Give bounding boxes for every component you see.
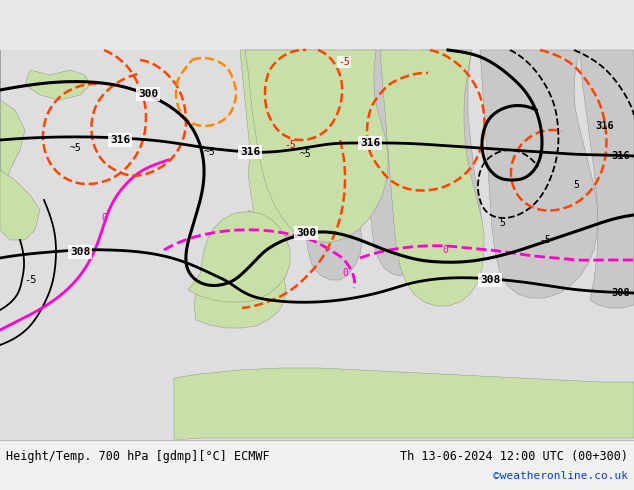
Text: 5: 5 bbox=[499, 218, 505, 228]
Text: 316: 316 bbox=[611, 151, 630, 161]
Text: -5: -5 bbox=[338, 57, 350, 67]
Polygon shape bbox=[194, 252, 286, 328]
Bar bbox=[0, 50, 634, 440]
Text: Height/Temp. 700 hPa [gdmp][°C] ECMWF: Height/Temp. 700 hPa [gdmp][°C] ECMWF bbox=[6, 449, 269, 463]
Text: 300: 300 bbox=[138, 89, 158, 99]
Text: 316: 316 bbox=[595, 121, 614, 131]
Text: ~5: ~5 bbox=[299, 149, 311, 159]
Polygon shape bbox=[25, 70, 90, 100]
Text: 0: 0 bbox=[101, 213, 107, 223]
Text: 308: 308 bbox=[70, 247, 90, 257]
Text: 316: 316 bbox=[240, 147, 260, 157]
Text: -5: -5 bbox=[23, 275, 36, 285]
Text: 5: 5 bbox=[573, 180, 579, 190]
Polygon shape bbox=[420, 50, 482, 280]
Polygon shape bbox=[480, 50, 598, 298]
Text: -5: -5 bbox=[539, 235, 551, 245]
Polygon shape bbox=[580, 50, 634, 308]
Polygon shape bbox=[245, 50, 388, 242]
Text: Th 13-06-2024 12:00 UTC (00+300): Th 13-06-2024 12:00 UTC (00+300) bbox=[400, 449, 628, 463]
Polygon shape bbox=[380, 50, 484, 306]
Polygon shape bbox=[248, 128, 340, 236]
Polygon shape bbox=[240, 50, 348, 238]
Text: ©weatheronline.co.uk: ©weatheronline.co.uk bbox=[493, 471, 628, 481]
Text: 0: 0 bbox=[342, 268, 348, 278]
Polygon shape bbox=[236, 212, 254, 230]
Text: 308: 308 bbox=[611, 288, 630, 298]
Text: -5: -5 bbox=[284, 140, 296, 150]
Polygon shape bbox=[248, 210, 280, 236]
Text: 0: 0 bbox=[442, 245, 448, 255]
Polygon shape bbox=[188, 212, 290, 302]
Text: ~5: ~5 bbox=[204, 147, 216, 157]
Text: 316: 316 bbox=[360, 138, 380, 148]
Text: 316: 316 bbox=[110, 135, 130, 145]
Polygon shape bbox=[0, 50, 40, 240]
Polygon shape bbox=[0, 50, 25, 200]
Polygon shape bbox=[350, 50, 420, 276]
Polygon shape bbox=[300, 50, 362, 280]
Text: 300: 300 bbox=[296, 228, 316, 238]
Polygon shape bbox=[174, 368, 634, 440]
Bar bbox=[0, 440, 634, 490]
Text: ~5: ~5 bbox=[69, 143, 81, 153]
Text: 308: 308 bbox=[480, 275, 500, 285]
